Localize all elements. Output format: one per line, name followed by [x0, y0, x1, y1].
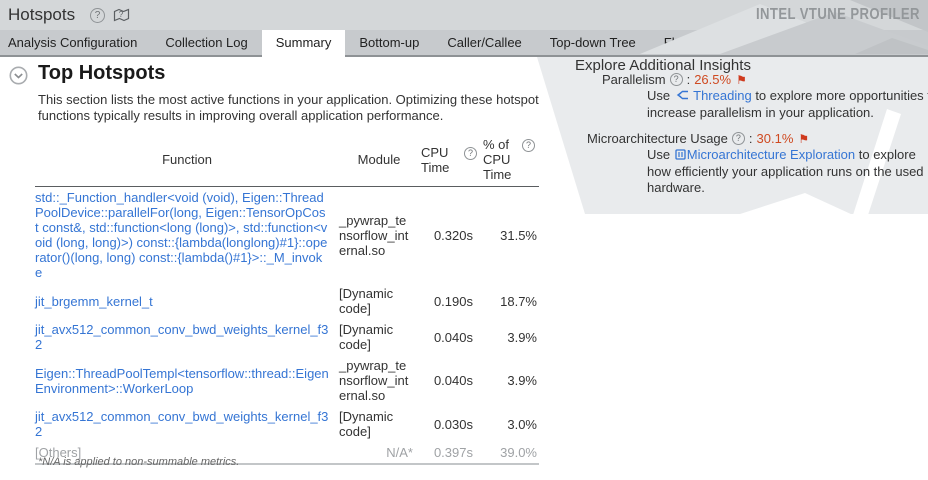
hint-prefix: Use: [647, 88, 671, 103]
threading-link[interactable]: Threading: [693, 88, 752, 103]
tab-bar: Analysis Configuration Collection Log Su…: [0, 30, 928, 57]
pct-cpu-time-cell: 18.7%: [500, 293, 537, 309]
table-row: Eigen::ThreadPoolTempl<tensorflow::threa…: [35, 355, 539, 406]
table-row: std::_Function_handler<void (void), Eige…: [35, 187, 539, 283]
red-flag-icon: ⚑: [798, 131, 810, 146]
collapse-section-icon[interactable]: [9, 66, 28, 90]
column-header-label: % of CPU Time: [483, 137, 512, 182]
pct-cpu-time-cell: 31.5%: [500, 227, 537, 243]
parallelism-label: Parallelism: [602, 72, 666, 87]
microarchitecture-exploration-link[interactable]: Microarchitecture Exploration: [686, 147, 856, 162]
hint-suffix: to explore more opportunities to increas…: [647, 88, 928, 120]
tab-summary[interactable]: Summary: [261, 30, 346, 55]
function-link[interactable]: jit_brgemm_kernel_t: [35, 293, 153, 309]
cpu-time-cell: 0.040s: [433, 329, 473, 345]
module-cell: [Dynamic code]: [339, 286, 394, 316]
table-row: jit_brgemm_kernel_t [Dynamic code] 0.190…: [35, 283, 539, 319]
hint-prefix: Use: [647, 147, 671, 162]
map-guide-icon[interactable]: ?: [113, 7, 130, 28]
parallelism-hint: Use Threading to explore more opportunit…: [647, 88, 928, 121]
microarchitecture-metric: Microarchitecture Usage ? : 30.1% ⚑: [587, 131, 809, 146]
microarchitecture-hint: Use Microarchitecture Exploration to exp…: [647, 147, 928, 196]
section-heading: Top Hotspots: [38, 62, 166, 84]
colon: :: [748, 131, 753, 146]
colon: :: [686, 72, 691, 87]
function-link[interactable]: jit_avx512_common_conv_bwd_weights_kerne…: [35, 322, 329, 352]
cpu-time-cell: 0.030s: [433, 416, 473, 432]
pct-cpu-time-cell: 3.9%: [507, 329, 537, 345]
microarchitecture-icon: [675, 148, 686, 164]
help-icon[interactable]: ?: [90, 8, 105, 23]
parallelism-value: 26.5%: [694, 72, 732, 87]
tab-bottom-up[interactable]: Bottom-up: [359, 35, 420, 50]
function-link[interactable]: std::_Function_handler<void (void), Eige…: [35, 190, 328, 280]
module-cell: N/A*: [386, 445, 413, 460]
pct-cpu-time-cell: 3.9%: [507, 373, 537, 388]
help-icon[interactable]: ?: [522, 139, 535, 152]
cpu-time-cell: 0.190s: [433, 293, 473, 309]
module-cell: _pywrap_tensorflow_internal.so: [339, 358, 409, 403]
cpu-time-cell: 0.040s: [433, 373, 473, 388]
cpu-time-cell: 0.320s: [433, 227, 473, 243]
column-header-function[interactable]: Function: [162, 152, 212, 167]
module-cell: _pywrap_tensorflow_internal.so: [339, 212, 409, 258]
table-footnote: *N/A is applied to non-summable metrics.: [38, 456, 240, 468]
tab-analysis-configuration[interactable]: Analysis Configuration: [8, 35, 138, 50]
column-header-pct-cpu-time[interactable]: % of CPU Time ?: [481, 137, 539, 182]
table-row: jit_avx512_common_conv_bwd_weights_kerne…: [35, 319, 539, 355]
threading-icon: [675, 89, 689, 105]
table-header-row: Function Module CPU Time ? % of CPU Time…: [35, 135, 539, 187]
tab-platform[interactable]: Platform: [767, 35, 817, 50]
intel-vtune-profiler-logo: INTEL VTUNE PROFILER: [756, 6, 920, 23]
red-flag-icon: ⚑: [736, 72, 747, 87]
table-row-others: [Others] N/A* 0.397s 39.0%: [35, 442, 539, 465]
section-description: This section lists the most active funct…: [38, 92, 539, 123]
help-icon[interactable]: ?: [464, 146, 477, 160]
page-title: Hotspots: [8, 5, 76, 24]
help-icon[interactable]: ?: [731, 132, 745, 145]
parallelism-metric: Parallelism ? : 26.5% ⚑: [602, 72, 747, 87]
help-icon[interactable]: ?: [669, 73, 683, 86]
pct-cpu-time-cell: 3.0%: [507, 416, 537, 432]
column-header-label: CPU Time: [421, 144, 450, 175]
svg-text:?: ?: [119, 10, 124, 19]
cpu-time-cell: 0.397s: [433, 445, 473, 460]
others-label: [Others]: [35, 445, 82, 460]
microarchitecture-value: 30.1%: [756, 131, 794, 146]
microarchitecture-label: Microarchitecture Usage: [587, 131, 728, 146]
pct-cpu-time-cell: 39.0%: [500, 445, 537, 460]
top-hotspots-table: Function Module CPU Time ? % of CPU Time…: [35, 135, 539, 465]
tab-caller-callee[interactable]: Caller/Callee: [447, 35, 522, 50]
tab-collection-log[interactable]: Collection Log: [165, 35, 248, 50]
column-header-module[interactable]: Module: [357, 152, 401, 167]
tab-top-down-tree[interactable]: Top-down Tree: [549, 35, 636, 50]
column-header-cpu-time[interactable]: CPU Time ?: [419, 145, 481, 175]
module-cell: [Dynamic code]: [339, 409, 394, 439]
module-cell: [Dynamic code]: [339, 322, 394, 352]
function-link[interactable]: jit_avx512_common_conv_bwd_weights_kerne…: [35, 409, 329, 439]
table-row: jit_avx512_common_conv_bwd_weights_kerne…: [35, 406, 539, 442]
tab-flame-graph[interactable]: Flame Graph: [663, 35, 740, 50]
function-link[interactable]: Eigen::ThreadPoolTempl<tensorflow::threa…: [35, 365, 329, 396]
